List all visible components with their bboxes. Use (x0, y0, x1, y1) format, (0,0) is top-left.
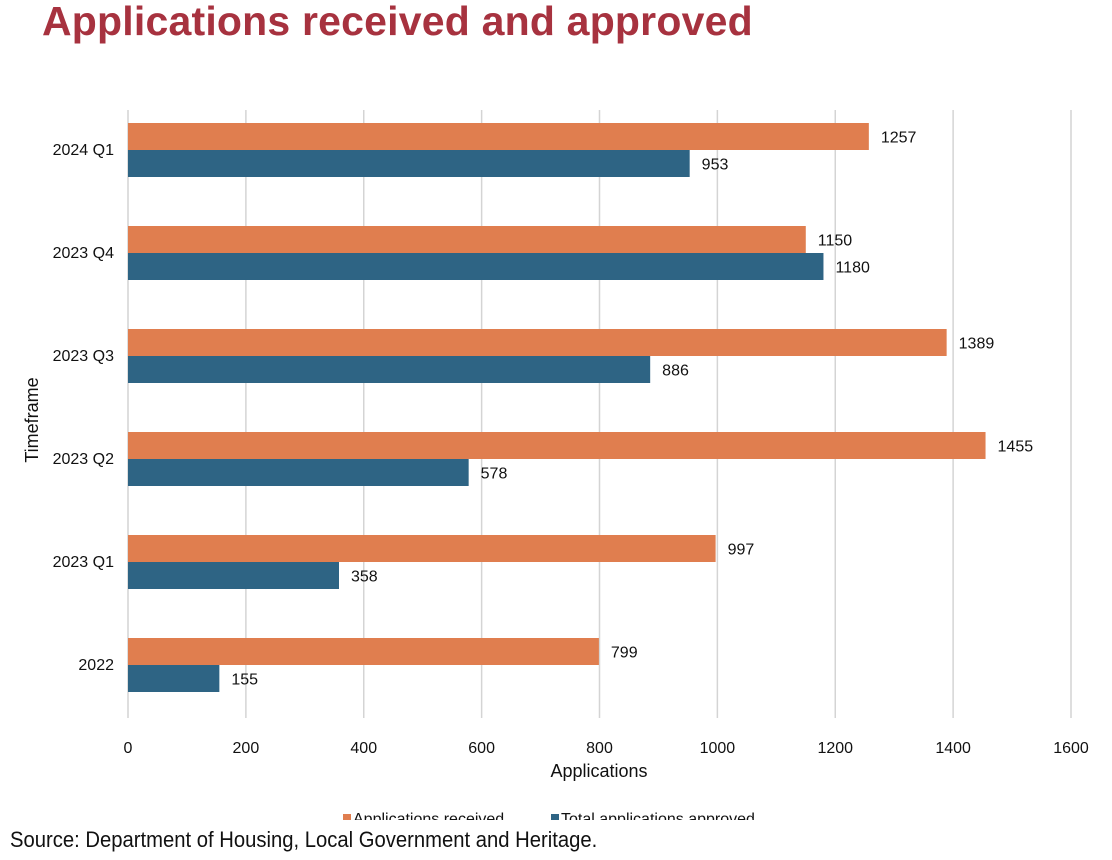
bars (128, 123, 986, 692)
bar-applications-received (128, 329, 947, 356)
legend-label: Applications received (353, 811, 504, 820)
data-label: 155 (231, 672, 258, 689)
bar-chart: 1257 953 1150 1180 1389 886 1455 578 997 358 799 15… (22, 110, 1089, 820)
x-tick-label: 1200 (817, 740, 853, 757)
category-label: 2024 Q1 (53, 142, 114, 159)
x-tick-label: 200 (233, 740, 260, 757)
legend: Applications received Total applications … (343, 811, 755, 820)
data-label: 1455 (998, 439, 1034, 456)
x-tick-label: 1600 (1053, 740, 1089, 757)
data-label: 997 (728, 542, 755, 559)
bar-applications-received (128, 638, 599, 665)
x-tick-label: 0 (124, 740, 133, 757)
bar-applications-approved (128, 253, 824, 280)
bar-applications-approved (128, 150, 690, 177)
x-tick-label: 600 (468, 740, 495, 757)
y-axis-category-labels: 2024 Q1 2023 Q4 2023 Q3 2023 Q2 2023 Q1 2022 (53, 142, 114, 674)
x-tick-label: 1000 (700, 740, 736, 757)
x-tick-label: 400 (350, 740, 377, 757)
data-label: 358 (351, 569, 378, 586)
category-label: 2023 Q4 (53, 245, 114, 262)
legend-swatch-received (343, 814, 351, 820)
category-label: 2023 Q2 (53, 451, 114, 468)
source-note: Source: Department of Housing, Local Gov… (10, 827, 598, 852)
bar-applications-approved (128, 459, 469, 486)
data-label: 1150 (818, 233, 853, 250)
data-label: 953 (702, 157, 729, 174)
page-title: Applications received and approved (42, 0, 753, 44)
bar-applications-received (128, 535, 716, 562)
data-label: 799 (611, 645, 638, 662)
x-tick-label: 800 (586, 740, 613, 757)
x-axis-title: Applications (550, 761, 647, 781)
category-label: 2023 Q1 (53, 554, 114, 571)
y-axis-title: Timeframe (22, 377, 42, 462)
category-label: 2022 (78, 657, 114, 674)
gridlines (127, 110, 1072, 718)
x-axis-ticks: 0 200 400 600 800 1000 1200 1400 1600 (124, 740, 1089, 757)
legend-swatch-approved (551, 814, 559, 820)
bar-applications-received (128, 123, 869, 150)
category-label: 2023 Q3 (53, 348, 114, 365)
data-label: 1257 (881, 130, 917, 147)
bar-applications-approved (128, 562, 339, 589)
data-labels: 1257 953 1150 1180 1389 886 1455 578 997 358 799 15… (231, 130, 1033, 689)
data-label: 578 (481, 466, 508, 483)
bar-applications-approved (128, 356, 651, 383)
bar-applications-approved (128, 665, 220, 692)
legend-label: Total applications approved (561, 811, 755, 820)
data-label: 886 (662, 363, 689, 380)
data-label: 1389 (959, 336, 995, 353)
x-tick-label: 1400 (935, 740, 971, 757)
bar-applications-received (128, 226, 806, 253)
data-label: 1180 (835, 260, 870, 277)
bar-applications-received (128, 432, 986, 459)
